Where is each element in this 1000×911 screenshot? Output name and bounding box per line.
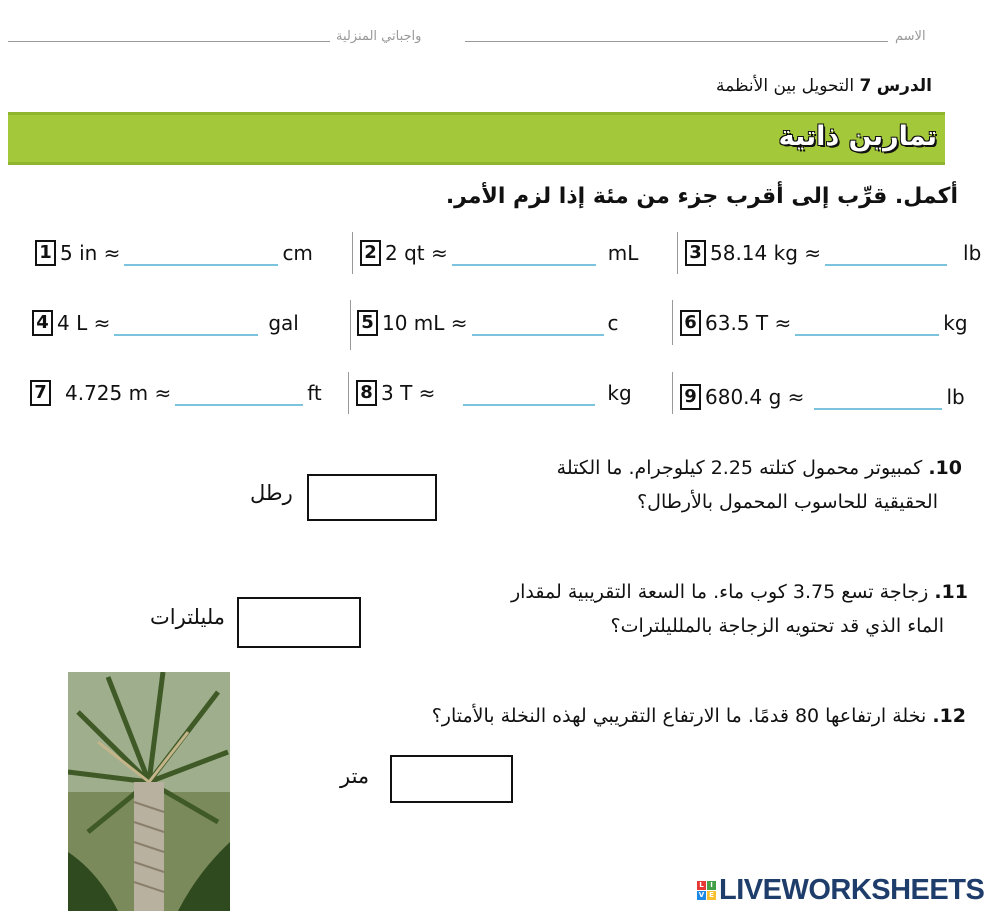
item-unit: lb: [946, 385, 965, 409]
problem-text: كمبيوتر محمول كتلته 2.25 كيلوجرام. ما ال…: [556, 457, 923, 479]
divider: [352, 232, 353, 274]
item-expression: 680.4 g ≈: [705, 385, 805, 409]
lesson-title: الدرس 7 التحويل بين الأنظمة: [716, 76, 932, 96]
conversion-item-9: 9 680.4 g ≈ lb: [680, 384, 965, 410]
answer-unit: مليلترات: [150, 605, 226, 629]
problem-text: الحقيقية للحاسوب المحمول بالأرطال؟: [637, 491, 938, 513]
answer-input-8[interactable]: [463, 380, 596, 406]
conversion-item-7: 7 4.725 m ≈ ft: [30, 380, 322, 406]
homework-label: واجباتي المنزلية: [336, 29, 422, 44]
item-number: 9: [680, 384, 701, 410]
problem-12: 12. نخلة ارتفاعها 80 قدمًا. ما الارتفاع …: [432, 699, 966, 733]
answer-input-3[interactable]: [825, 240, 948, 266]
homework-line: [8, 41, 330, 42]
answer-input-7[interactable]: [175, 380, 304, 406]
answer-input-6[interactable]: [795, 310, 940, 336]
item-unit: lb: [963, 241, 982, 265]
answer-unit: رطل: [250, 481, 293, 505]
conversion-item-1: 1 5 in ≈ cm: [35, 240, 313, 266]
item-number: 8: [356, 380, 377, 406]
item-unit: gal: [268, 311, 299, 335]
item-number: 4: [32, 310, 53, 336]
item-expression: 4.725 m ≈: [65, 381, 172, 405]
divider: [672, 300, 673, 345]
item-expression: 4 L ≈: [57, 311, 111, 335]
conversion-item-2: 2 2 qt ≈ mL: [360, 240, 638, 266]
item-unit: kg: [943, 311, 968, 335]
answer-input-5[interactable]: [471, 310, 604, 336]
brand-name: LIVEWORKSHEETS: [719, 874, 985, 906]
divider: [672, 372, 673, 414]
conversion-item-4: 4 4 L ≈ gal: [32, 310, 299, 336]
item-expression: 5 in ≈: [60, 241, 121, 265]
conversion-item-5: 5 10 mL ≈ c: [357, 310, 619, 336]
item-number: 6: [680, 310, 701, 336]
item-expression: 63.5 T ≈: [705, 311, 792, 335]
instruction: أكمل. قرِّب إلى أقرب جزء من مئة إذا لزم …: [445, 184, 958, 209]
conversion-item-8: 8 3 T ≈ kg: [356, 380, 632, 406]
item-unit: c: [607, 311, 619, 335]
answer-input-2[interactable]: [451, 240, 596, 266]
answer-input-9[interactable]: [814, 384, 943, 410]
item-number: 3: [685, 240, 706, 266]
name-label: الاسم: [895, 29, 926, 44]
answer-input-4[interactable]: [114, 310, 259, 336]
problem-number: 12.: [932, 705, 966, 727]
section-banner: تمارين ذاتية: [8, 112, 945, 165]
conversion-item-6: 6 63.5 T ≈ kg: [680, 310, 968, 336]
item-number: 5: [357, 310, 378, 336]
item-unit: kg: [607, 381, 632, 405]
divider: [350, 300, 351, 350]
item-expression: 10 mL ≈: [382, 311, 468, 335]
problem-number: 10.: [928, 457, 962, 479]
item-number: 2: [360, 240, 381, 266]
lesson-number: 7: [859, 76, 872, 96]
lesson-prefix: الدرس: [876, 76, 932, 96]
problem-text: زجاجة تسع 3.75 كوب ماء. ما السعة التقريب…: [510, 581, 929, 603]
answer-box-11[interactable]: [237, 597, 361, 648]
palm-tree-image: [68, 672, 230, 911]
item-unit: ft: [307, 381, 322, 405]
answer-box-12[interactable]: [390, 755, 513, 803]
answer-box-10[interactable]: [307, 474, 437, 521]
divider: [348, 372, 349, 414]
name-line: [465, 41, 888, 42]
lesson-name: التحويل بين الأنظمة: [716, 76, 855, 96]
answer-input-1[interactable]: [124, 240, 279, 266]
item-unit: mL: [607, 241, 639, 265]
item-expression: 2 qt ≈: [385, 241, 448, 265]
item-expression: 3 T ≈: [381, 381, 436, 405]
answer-unit: متر: [340, 764, 370, 788]
item-expression: 58.14 kg ≈: [710, 241, 822, 265]
problem-text: الماء الذي قد تحتويه الزجاجة بالملليلترا…: [610, 615, 944, 637]
section-title: تمارين ذاتية: [778, 121, 937, 152]
problem-text: نخلة ارتفاعها 80 قدمًا. ما الارتفاع التق…: [431, 705, 927, 727]
divider: [677, 232, 678, 274]
problem-11: 11. زجاجة تسع 3.75 كوب ماء. ما السعة الت…: [511, 575, 968, 643]
problem-10: 10. كمبيوتر محمول كتلته 2.25 كيلوجرام. م…: [557, 451, 962, 519]
item-unit: cm: [282, 241, 313, 265]
conversion-item-3: 3 58.14 kg ≈ lb: [685, 240, 981, 266]
problem-number: 11.: [934, 581, 968, 603]
item-number: 1: [35, 240, 56, 266]
item-number: 7: [30, 380, 51, 406]
